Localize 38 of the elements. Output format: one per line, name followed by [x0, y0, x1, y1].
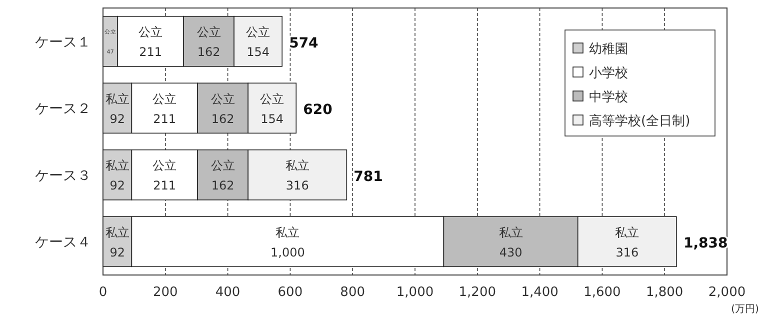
total-label: 620 [303, 102, 333, 118]
x-tick-label: 1,800 [646, 285, 684, 300]
x-tick-label: 0 [98, 285, 108, 300]
x-tick-label: 1,400 [521, 285, 558, 300]
data-label: 公立 162 [196, 25, 221, 60]
x-tick-label: 2,000 [708, 285, 746, 300]
data-label: 公立 211 [152, 158, 177, 193]
x-tick-label: 600 [278, 285, 303, 300]
total-label: 574 [289, 35, 319, 52]
data-label: 私立 316 [285, 158, 310, 193]
y-tick-label: ケース４ [35, 234, 91, 251]
data-label: 私立 1,000 [270, 225, 305, 260]
legend-label: 高等学校(全日制) [589, 113, 690, 129]
x-tick-label: 1,000 [396, 285, 434, 300]
x-axis-title: (万円) [731, 304, 759, 315]
data-label: 私立 92 [105, 92, 130, 126]
data-label: 公立 162 [210, 92, 235, 126]
y-tick-label: ケース１ [35, 34, 91, 50]
y-tick-label: ケース３ [35, 168, 91, 184]
x-tick-label: 200 [152, 285, 178, 300]
x-tick-label: 800 [340, 285, 366, 300]
data-label: 私立 316 [615, 225, 640, 260]
legend-label: 中学校 [589, 90, 628, 105]
x-tick-label: 1,600 [584, 285, 621, 300]
data-label: 公立 211 [138, 25, 163, 60]
data-label: 私立 92 [105, 225, 130, 260]
data-label: 公立 162 [210, 158, 235, 193]
data-label: 公立 154 [260, 92, 284, 126]
data-label: 公立 154 [246, 25, 270, 60]
data-label: 公立 211 [152, 92, 177, 126]
legend-label: 小学校 [589, 66, 628, 81]
total-label: 781 [354, 168, 383, 185]
y-tick-label: ケース２ [35, 101, 91, 118]
x-tick-label: 400 [215, 285, 240, 300]
data-label: 私立 92 [105, 158, 130, 193]
legend-label: 幼稚園 [589, 42, 628, 57]
x-tick-label: 1,200 [458, 285, 496, 300]
data-label: 私立 430 [498, 225, 523, 260]
